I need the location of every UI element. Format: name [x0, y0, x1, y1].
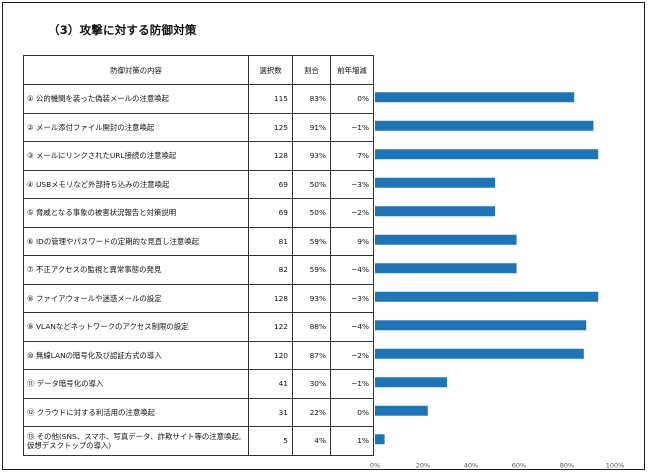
cell-count: 5 — [248, 426, 293, 456]
cell-pct: 50% — [292, 169, 331, 199]
table-row: ⑩ 無線LANの暗号化及び認証方式の導入 120 87% −2% — [23, 340, 374, 370]
bar-9 — [375, 320, 587, 331]
cell-count: 128 — [248, 283, 293, 313]
cell-count: 120 — [248, 340, 293, 370]
cell-change: 9% — [330, 226, 374, 256]
table-row: ⑪ データ暗号化の導入 41 30% −1% — [23, 369, 374, 399]
x-tick-label: 60% — [512, 462, 526, 469]
cell-pct: 22% — [292, 397, 331, 427]
bar-3 — [375, 149, 599, 160]
cell-item: ⑨ VLANなどネットワークのアクセス制限の設定 — [23, 312, 249, 342]
cell-item: ④ USBメモリなど外部持ち込みの注意喚起 — [23, 169, 249, 199]
cell-item: ⑧ ファイアウォールや迷惑メールの設定 — [23, 283, 249, 313]
cell-pct: 93% — [292, 283, 331, 313]
table-row: ① 公的機関を装った偽装メールの注意喚起 115 83% 0% — [23, 84, 374, 114]
cell-item: ③ メールにリンクされたURL接続の注意喚起 — [23, 141, 249, 171]
cell-item: ⑦ 不正アクセスの監視と異常事態の発見 — [23, 255, 249, 285]
cell-item: ⑫ クラウドに対する利活用の注意喚起 — [23, 397, 249, 427]
cell-change: −1% — [330, 112, 374, 142]
table-row: ② メール添付ファイル開封の注意喚起 125 91% −1% — [23, 112, 374, 142]
cell-count: 69 — [248, 198, 293, 228]
cell-change: −2% — [330, 198, 374, 228]
bar-13 — [375, 434, 385, 445]
cell-change: −1% — [330, 369, 374, 399]
cell-count: 128 — [248, 141, 293, 171]
report-frame — [2, 2, 645, 470]
cell-item: ⑪ データ暗号化の導入 — [23, 369, 249, 399]
table-row: ⑤ 脅威となる事象の被害状況報告と対策説明 69 50% −2% — [23, 198, 374, 228]
cell-item: ① 公的機関を装った偽装メールの注意喚起 — [23, 84, 249, 114]
cell-change: 1% — [330, 426, 374, 456]
cell-count: 81 — [248, 226, 293, 256]
cell-change: −2% — [330, 340, 374, 370]
cell-pct: 88% — [292, 312, 331, 342]
x-tick-label: 40% — [464, 462, 478, 469]
section-title: （3）攻撃に対する防御対策 — [48, 23, 197, 37]
bar-11 — [375, 377, 447, 388]
cell-pct: 93% — [292, 141, 331, 171]
table-row: ⑦ 不正アクセスの監視と異常事態の発見 82 59% −4% — [23, 255, 374, 285]
cell-item: ② メール添付ファイル開封の注意喚起 — [23, 112, 249, 142]
cell-change: 7% — [330, 141, 374, 171]
cell-pct: 83% — [292, 84, 331, 114]
table-body: ① 公的機関を装った偽装メールの注意喚起 115 83% 0% ② メール添付ファイル開… — [23, 84, 374, 456]
bar-6 — [375, 234, 517, 245]
x-tick-label: 100% — [606, 462, 625, 469]
bar-7 — [375, 263, 517, 274]
cell-pct: 50% — [292, 198, 331, 228]
header-pct: 割合 — [292, 55, 331, 85]
header-count: 選択数 — [248, 55, 293, 85]
x-tick-label: 0% — [370, 462, 380, 469]
cell-count: 82 — [248, 255, 293, 285]
table-header-row: 防御対策の内容 選択数 割合 前年増減 — [23, 55, 374, 85]
cell-item: ⑬ その他(SNS、スマホ、写真データ、詐欺サイト等の注意喚起,仮想デスクトップ… — [23, 426, 249, 456]
cell-count: 69 — [248, 169, 293, 199]
cell-item: ⑤ 脅威となる事象の被害状況報告と対策説明 — [23, 198, 249, 228]
cell-pct: 30% — [292, 369, 331, 399]
cell-change: −3% — [330, 283, 374, 313]
header-change: 前年増減 — [330, 55, 374, 85]
bar-10 — [375, 348, 584, 359]
table-row: ⑥ IDの管理やパスワードの定期的な見直し注意喚起 81 59% 9% — [23, 226, 374, 256]
cell-pct: 87% — [292, 340, 331, 370]
defense-table: 防御対策の内容 選択数 割合 前年増減 ① 公的機関を装った偽装メールの注意喚起… — [23, 55, 374, 456]
table-row: ⑫ クラウドに対する利活用の注意喚起 31 22% 0% — [23, 397, 374, 427]
cell-pct: 91% — [292, 112, 331, 142]
cell-item: ⑩ 無線LANの暗号化及び認証方式の導入 — [23, 340, 249, 370]
bar-1 — [375, 92, 575, 103]
bar-chart: 0% 20% 40% 60% 80% 100% — [370, 92, 625, 469]
bar-12 — [375, 405, 428, 416]
table-row: ⑨ VLANなどネットワークのアクセス制限の設定 122 88% −4% — [23, 312, 374, 342]
bar-2 — [375, 120, 594, 131]
cell-count: 115 — [248, 84, 293, 114]
cell-item: ⑥ IDの管理やパスワードの定期的な見直し注意喚起 — [23, 226, 249, 256]
table-row: ④ USBメモリなど外部持ち込みの注意喚起 69 50% −3% — [23, 169, 374, 199]
table-row: ⑧ ファイアウォールや迷惑メールの設定 128 93% −3% — [23, 283, 374, 313]
bar-5 — [375, 206, 495, 217]
cell-count: 125 — [248, 112, 293, 142]
cell-pct: 59% — [292, 226, 331, 256]
cell-count: 31 — [248, 397, 293, 427]
table-row: ③ メールにリンクされたURL接続の注意喚起 128 93% 7% — [23, 141, 374, 171]
cell-pct: 59% — [292, 255, 331, 285]
bar-4 — [375, 177, 495, 188]
cell-pct: 4% — [292, 426, 331, 456]
x-tick-label: 80% — [560, 462, 574, 469]
table-row: ⑬ その他(SNS、スマホ、写真データ、詐欺サイト等の注意喚起,仮想デスクトップ… — [23, 426, 374, 456]
cell-count: 122 — [248, 312, 293, 342]
cell-count: 41 — [248, 369, 293, 399]
bar-8 — [375, 291, 599, 302]
header-item: 防御対策の内容 — [23, 55, 249, 85]
x-tick-label: 20% — [416, 462, 430, 469]
